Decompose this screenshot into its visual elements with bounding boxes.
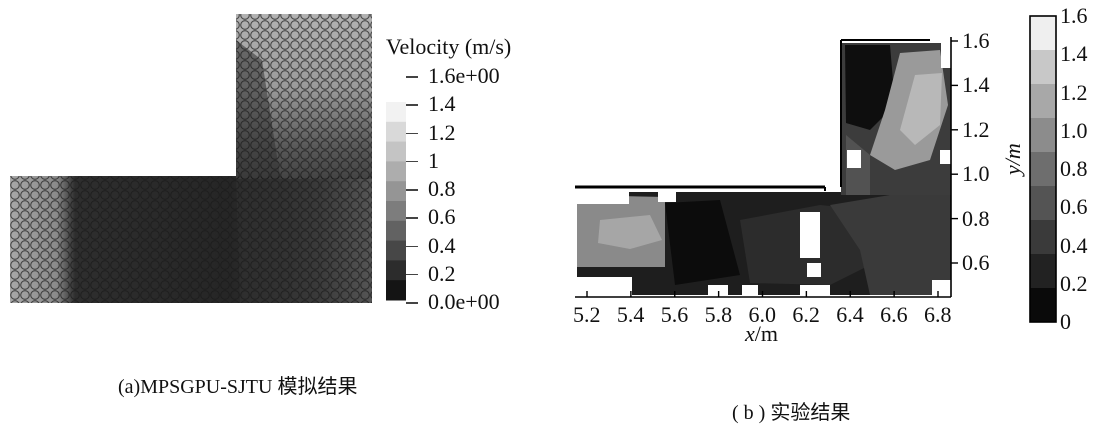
legend-swatch-1 (386, 121, 406, 143)
colorbar-swatch-8 (1030, 288, 1056, 323)
x-tick-label-0: 5.2 (573, 302, 601, 327)
x-tick-label-3: 5.8 (704, 302, 733, 327)
legend-swatch-9 (386, 280, 406, 301)
colorbar-label-5: 0.6 (1060, 194, 1088, 220)
legend-tick-label-3: 1 (428, 147, 439, 173)
x-tick-label-2: 5.6 (660, 302, 689, 327)
simulation-velocity-field (10, 14, 372, 303)
x-tick-label-6: 6.4 (836, 302, 864, 327)
y-tick-label-3: 1.0 (962, 161, 990, 187)
colorbar-swatch-6 (1030, 220, 1056, 255)
experiment-contour-plot (575, 37, 958, 298)
x-tick-label-5: 6.2 (792, 302, 820, 327)
caption-a: (a)MPSGPU-SJTU 模拟结果 (118, 376, 358, 398)
colorbar-swatch-0 (1030, 16, 1056, 51)
legend-swatch-4 (386, 181, 406, 202)
x-tick-label-1: 5.4 (616, 302, 645, 327)
x-axis-label: x/m (745, 323, 778, 345)
x-axis-label-var: x (745, 321, 755, 346)
x-tick-label-7: 6.6 (880, 302, 908, 327)
colorbar-label-6: 0.4 (1060, 232, 1088, 258)
colorbar-swatch-7 (1030, 254, 1056, 289)
legend-swatch-0 (386, 102, 406, 123)
y-axis-label: y/m (1000, 143, 1025, 175)
legend-swatch-6 (386, 220, 406, 242)
legend-tick-mark-7 (406, 273, 418, 276)
legend-tick-mark-8 (406, 302, 418, 304)
legend-tick-label-8: 0.0e+00 (428, 289, 500, 314)
x-tick-label-8: 6.8 (924, 302, 952, 327)
colorbar-swatch-5 (1030, 186, 1056, 221)
legend-swatch-3 (386, 161, 406, 182)
caption-b: ( b ) 实验结果 (732, 402, 851, 424)
legend-tick-label-1: 1.4 (428, 91, 456, 117)
x-tick-label-4: 6.0 (748, 302, 777, 327)
colorbar-label-2: 1.2 (1060, 79, 1088, 105)
legend-swatch-8 (386, 260, 406, 281)
legend-tick-label-2: 1.2 (428, 119, 456, 145)
y-tick-label-4: 0.8 (962, 205, 990, 231)
legend-swatch-7 (386, 240, 406, 261)
colorbar-label-7: 0.2 (1060, 270, 1088, 296)
legend-tick-mark-0 (406, 76, 418, 78)
y-tick-label-5: 0.6 (962, 250, 990, 275)
legend-tick-label-4: 0.8 (428, 176, 456, 201)
legend-tick-mark-6 (406, 245, 418, 247)
y-tick-label-0: 1.6 (962, 28, 990, 53)
legend-swatch-5 (386, 201, 406, 222)
experiment-colorbar (1029, 15, 1057, 323)
legend-tick-label-0: 1.6e+00 (428, 63, 500, 88)
colorbar-label-8: 0 (1060, 309, 1071, 334)
colorbar-frame (1029, 15, 1057, 323)
legend-tick-mark-3 (406, 160, 418, 163)
colorbar-label-1: 1.4 (1060, 41, 1088, 67)
legend-tick-mark-5 (406, 217, 418, 219)
y-tick-label-1: 1.4 (962, 72, 990, 98)
legend-tick-mark-2 (406, 132, 418, 134)
legend-tick-label-5: 0.6 (428, 204, 456, 230)
y-tick-label-2: 1.2 (962, 116, 990, 142)
x-axis-label-unit: /m (754, 321, 778, 346)
colorbar-label-3: 1.0 (1060, 117, 1088, 143)
velocity-legend-bar (386, 102, 406, 301)
legend-tick-label-6: 0.4 (428, 232, 456, 258)
legend-tick-mark-4 (406, 189, 418, 191)
colorbar-swatch-4 (1030, 152, 1056, 187)
colorbar-swatch-2 (1030, 84, 1056, 119)
colorbar-swatch-3 (1030, 118, 1056, 153)
velocity-legend-title: Velocity (m/s) (386, 34, 512, 59)
legend-tick-label-7: 0.2 (428, 260, 456, 286)
legend-swatch-2 (386, 141, 406, 162)
colorbar-swatch-1 (1030, 50, 1056, 85)
colorbar-label-4: 0.8 (1060, 156, 1088, 181)
legend-tick-mark-1 (406, 104, 418, 106)
colorbar-label-0: 1.6 (1060, 3, 1088, 28)
